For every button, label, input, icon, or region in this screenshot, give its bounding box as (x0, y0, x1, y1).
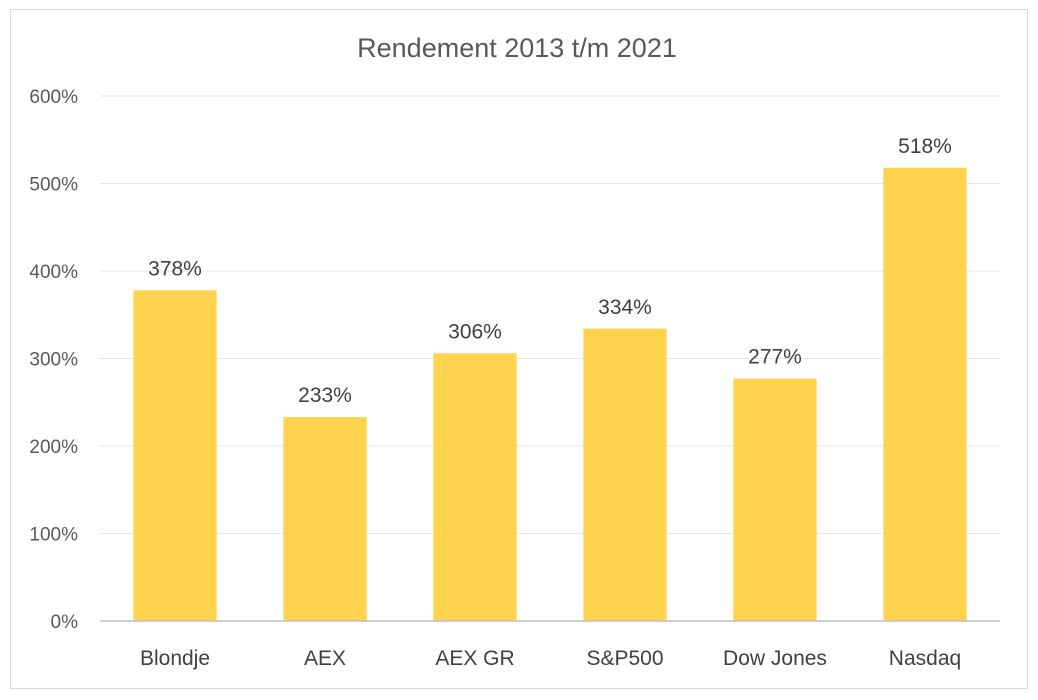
data-label: 306% (448, 320, 502, 343)
data-label: 334% (598, 296, 652, 319)
bar (733, 378, 817, 621)
data-labels: 378% 233% 306% 334% 277% 518% (148, 135, 952, 407)
x-category-label: AEX GR (435, 647, 514, 670)
bar (883, 167, 967, 621)
bar (133, 290, 217, 621)
y-tick-label: 400% (29, 262, 78, 283)
y-tick-label: 500% (29, 175, 78, 196)
x-category-label: Nasdaq (889, 647, 961, 670)
x-category-label: S&P500 (586, 647, 663, 670)
x-category-label: Blondje (140, 647, 210, 670)
gridlines (100, 95, 1000, 534)
bar (583, 328, 667, 621)
x-category-label: AEX (304, 647, 346, 670)
y-axis-ticks: 0% 100% 200% 300% 400% 500% 600% (29, 87, 78, 633)
y-tick-label: 600% (29, 87, 78, 108)
x-category-label: Dow Jones (723, 647, 827, 670)
bar (283, 417, 367, 621)
data-label: 233% (298, 384, 352, 407)
x-axis-categories: Blondje AEX AEX GR S&P500 Dow Jones Nasdaq (140, 647, 961, 670)
bars (133, 167, 967, 621)
chart-title: Rendement 2013 t/m 2021 (357, 33, 677, 63)
y-tick-label: 0% (51, 612, 79, 633)
y-tick-label: 300% (29, 350, 78, 371)
data-label: 518% (898, 135, 952, 158)
y-tick-label: 100% (29, 525, 78, 546)
data-label: 378% (148, 257, 202, 280)
data-label: 277% (748, 346, 802, 369)
y-tick-label: 200% (29, 437, 78, 458)
bar (433, 353, 517, 621)
